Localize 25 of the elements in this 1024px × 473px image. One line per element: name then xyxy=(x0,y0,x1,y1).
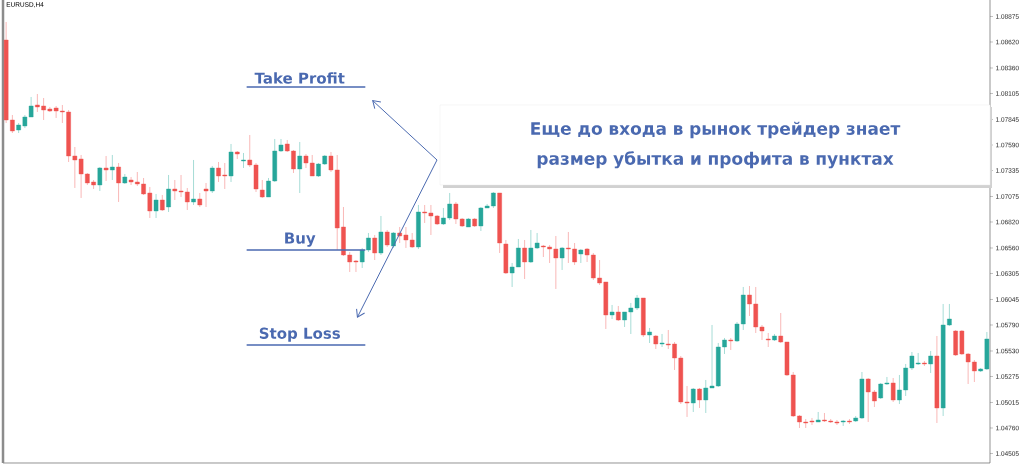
candlestick xyxy=(928,350,933,374)
candlestick xyxy=(297,141,302,194)
candlestick xyxy=(815,411,821,423)
candlestick xyxy=(166,174,171,213)
candlestick xyxy=(203,182,209,208)
candlestick xyxy=(647,327,652,344)
candlestick xyxy=(116,162,121,203)
candlestick xyxy=(103,155,109,182)
candlestick xyxy=(765,332,771,348)
candlestick xyxy=(228,143,234,183)
ref-line-label: Stop Loss xyxy=(259,327,340,342)
candlestick xyxy=(934,335,940,424)
candlestick xyxy=(191,159,196,206)
candlestick xyxy=(241,152,246,169)
candlestick xyxy=(659,333,665,348)
ref-line-label: Buy xyxy=(285,232,316,247)
ref-line-label: Take Profit xyxy=(254,72,345,84)
annotation: Еще до входа в рынок трейдер знает размер убытка и профита в пунктах xyxy=(531,121,901,169)
candlestick xyxy=(522,239,527,280)
candlestick xyxy=(153,193,159,219)
candlestick xyxy=(110,154,115,181)
candlestick xyxy=(609,304,615,320)
candlestick xyxy=(378,215,384,256)
candlestick xyxy=(372,234,377,261)
candlestick xyxy=(497,192,502,254)
